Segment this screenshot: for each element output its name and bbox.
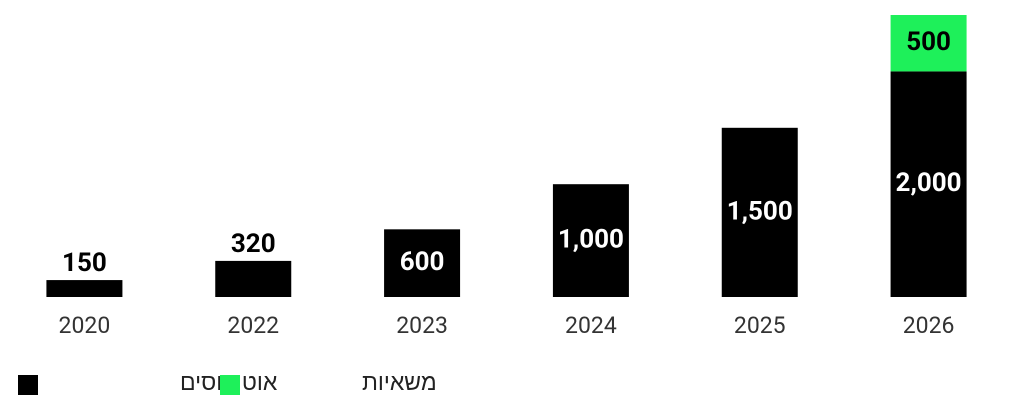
x-tick-label: 2024 (565, 312, 617, 339)
value-label: 2,000 (896, 168, 962, 198)
value-label: 150 (62, 248, 107, 278)
x-tick-label: 2022 (227, 312, 279, 339)
x-tick-label: 2023 (396, 312, 448, 339)
bar-segment (384, 229, 461, 297)
bar-segment (552, 184, 629, 297)
bar-segment (721, 127, 798, 297)
legend-label: משאיות (362, 369, 437, 396)
value-label: 500 (906, 27, 951, 57)
bar-segment (890, 15, 967, 72)
value-label: 600 (400, 247, 445, 277)
legend-swatch (220, 375, 240, 395)
bar-segment (46, 280, 123, 297)
x-tick-label: 2020 (59, 312, 111, 339)
bar-segment (890, 71, 967, 298)
value-label: 1,000 (558, 224, 624, 254)
value-label: 1,500 (727, 196, 793, 226)
value-label: 320 (231, 229, 276, 259)
bar-segment (215, 260, 292, 297)
x-tick-label: 2026 (903, 312, 955, 339)
x-tick-label: 2025 (734, 312, 786, 339)
legend-swatch (18, 375, 38, 395)
